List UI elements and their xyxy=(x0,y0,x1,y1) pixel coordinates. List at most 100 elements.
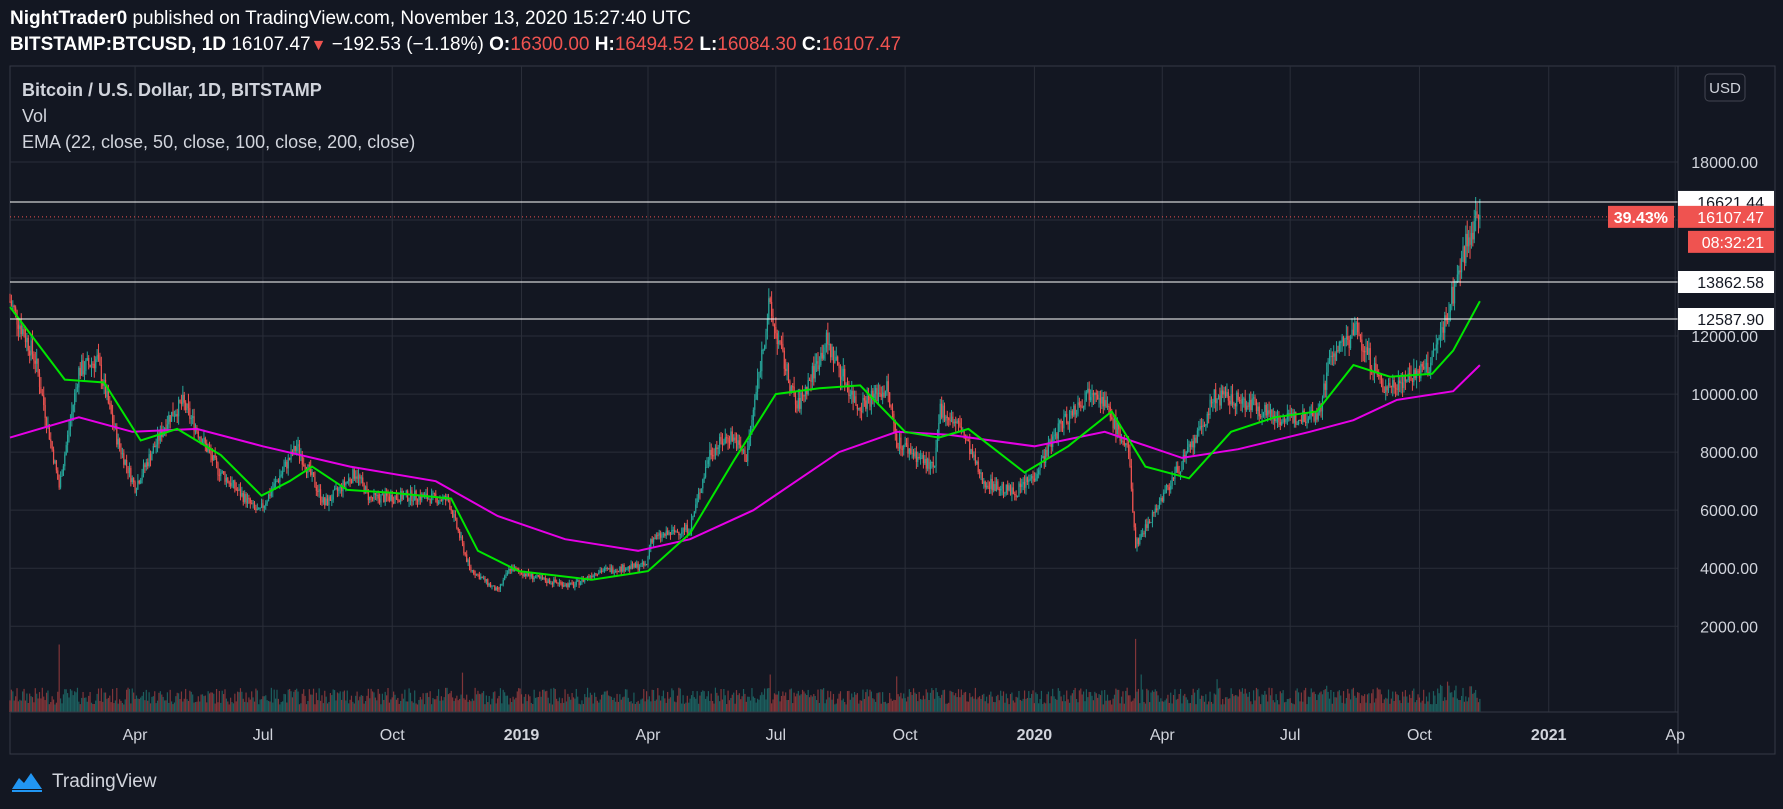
price-chart[interactable]: 2000.004000.006000.008000.0010000.001200… xyxy=(0,0,1783,760)
candle-body xyxy=(1463,246,1466,264)
volume-bar xyxy=(1261,694,1263,712)
candle-body xyxy=(367,490,369,501)
candle-body xyxy=(385,492,388,496)
volume-bar xyxy=(509,698,511,712)
volume-bar xyxy=(558,697,561,712)
time-axis[interactable]: Apr Jul Oct 2019 Apr Jul Oct 2020 Apr Jul Oct 2021 A… xyxy=(123,727,1685,744)
candle-body xyxy=(1446,321,1449,323)
tradingview-logo-icon[interactable] xyxy=(10,771,44,793)
candle-body xyxy=(593,573,596,576)
candle-body xyxy=(303,464,305,466)
candle-body xyxy=(220,472,222,476)
volume-bar xyxy=(1227,698,1229,712)
candle-body xyxy=(430,493,433,504)
volume-bar xyxy=(1025,699,1027,712)
volume-bar xyxy=(200,694,202,712)
candle-body xyxy=(1216,398,1218,404)
volume-bar xyxy=(577,696,579,712)
candle-body xyxy=(794,395,797,405)
candle-body xyxy=(623,565,625,572)
volume-bar xyxy=(974,687,976,712)
candle-body xyxy=(147,462,149,467)
volume-bar xyxy=(629,701,631,712)
volume-bar xyxy=(144,700,146,712)
candle-body xyxy=(1170,485,1172,490)
candle-body xyxy=(789,381,791,392)
candle-body xyxy=(1224,391,1227,397)
candle-body xyxy=(994,484,996,492)
legend-ema[interactable]: EMA (22, close, 50, close, 100, close, 2… xyxy=(22,132,415,152)
candle-body xyxy=(654,538,656,540)
candle-body xyxy=(532,573,534,580)
volume-bar xyxy=(1123,703,1125,712)
candle-body xyxy=(941,403,943,418)
volume-bar xyxy=(786,700,788,712)
candle-body xyxy=(661,534,663,538)
currency-button[interactable]: USD xyxy=(1704,73,1746,102)
author-name[interactable]: NightTrader0 xyxy=(10,8,128,29)
volume-bar xyxy=(914,692,916,712)
volume-bar xyxy=(1151,690,1154,712)
volume-bar xyxy=(74,691,76,712)
volume-bar xyxy=(137,698,139,712)
candle-body xyxy=(178,399,180,417)
candle-body xyxy=(658,533,660,536)
volume-bar xyxy=(1144,703,1147,712)
candle-body xyxy=(37,358,39,374)
volume-bar xyxy=(582,703,584,712)
candle-body xyxy=(758,371,760,379)
candle-body xyxy=(123,453,125,465)
publish-info: published on TradingView.com, November 1… xyxy=(132,8,691,29)
volume-bar xyxy=(1074,687,1076,712)
volume-bar xyxy=(276,689,278,712)
candle-body xyxy=(768,298,770,320)
volume-bar xyxy=(1444,697,1446,712)
volume-bar xyxy=(371,691,374,712)
candle-body xyxy=(561,582,563,587)
volume-bar xyxy=(1274,702,1276,712)
volume-bar xyxy=(883,702,885,712)
candle-body xyxy=(1465,233,1467,264)
candle-body xyxy=(41,393,43,396)
candle-body xyxy=(1227,392,1229,401)
volume-bar xyxy=(1016,697,1019,712)
volume-bar xyxy=(88,695,90,712)
volume-bar xyxy=(282,701,284,712)
candle-body xyxy=(560,582,562,584)
candle-body xyxy=(970,449,972,455)
candle-body xyxy=(124,459,126,465)
volume-bar xyxy=(346,690,348,712)
volume-bar xyxy=(1442,700,1444,712)
brand-name[interactable]: TradingView xyxy=(52,771,157,792)
volume-bar xyxy=(1453,690,1456,712)
price-axis[interactable]: 2000.004000.006000.008000.0010000.001200… xyxy=(1691,155,1758,636)
candle-body xyxy=(364,486,367,494)
candle-body xyxy=(1033,478,1036,481)
volume-bar xyxy=(498,695,500,712)
legend-volume[interactable]: Vol xyxy=(22,106,47,126)
volume-bar xyxy=(740,699,742,712)
candle-body xyxy=(1088,388,1090,401)
candle-body xyxy=(1130,466,1132,489)
volume-bar xyxy=(716,692,718,712)
volume-bar xyxy=(1456,698,1458,712)
level-tag-bg xyxy=(1678,307,1774,330)
candle-body xyxy=(1323,383,1325,398)
volume-bar xyxy=(283,693,285,712)
candle-body xyxy=(932,462,934,467)
volume-bar xyxy=(59,698,62,712)
candle-body xyxy=(724,437,726,444)
candle-body xyxy=(1247,405,1249,407)
candle-body xyxy=(764,345,766,350)
candle-body xyxy=(156,433,159,445)
volume-bar xyxy=(47,690,49,712)
candle-body xyxy=(1469,237,1471,245)
candle-body xyxy=(1158,501,1161,509)
volume-bar xyxy=(858,703,860,712)
volume-bar xyxy=(823,688,825,712)
volume-bar xyxy=(1265,694,1267,712)
volume-bar xyxy=(376,700,378,712)
volume-bar xyxy=(1094,691,1096,712)
volume-bar xyxy=(609,696,611,712)
candles xyxy=(9,197,1481,593)
